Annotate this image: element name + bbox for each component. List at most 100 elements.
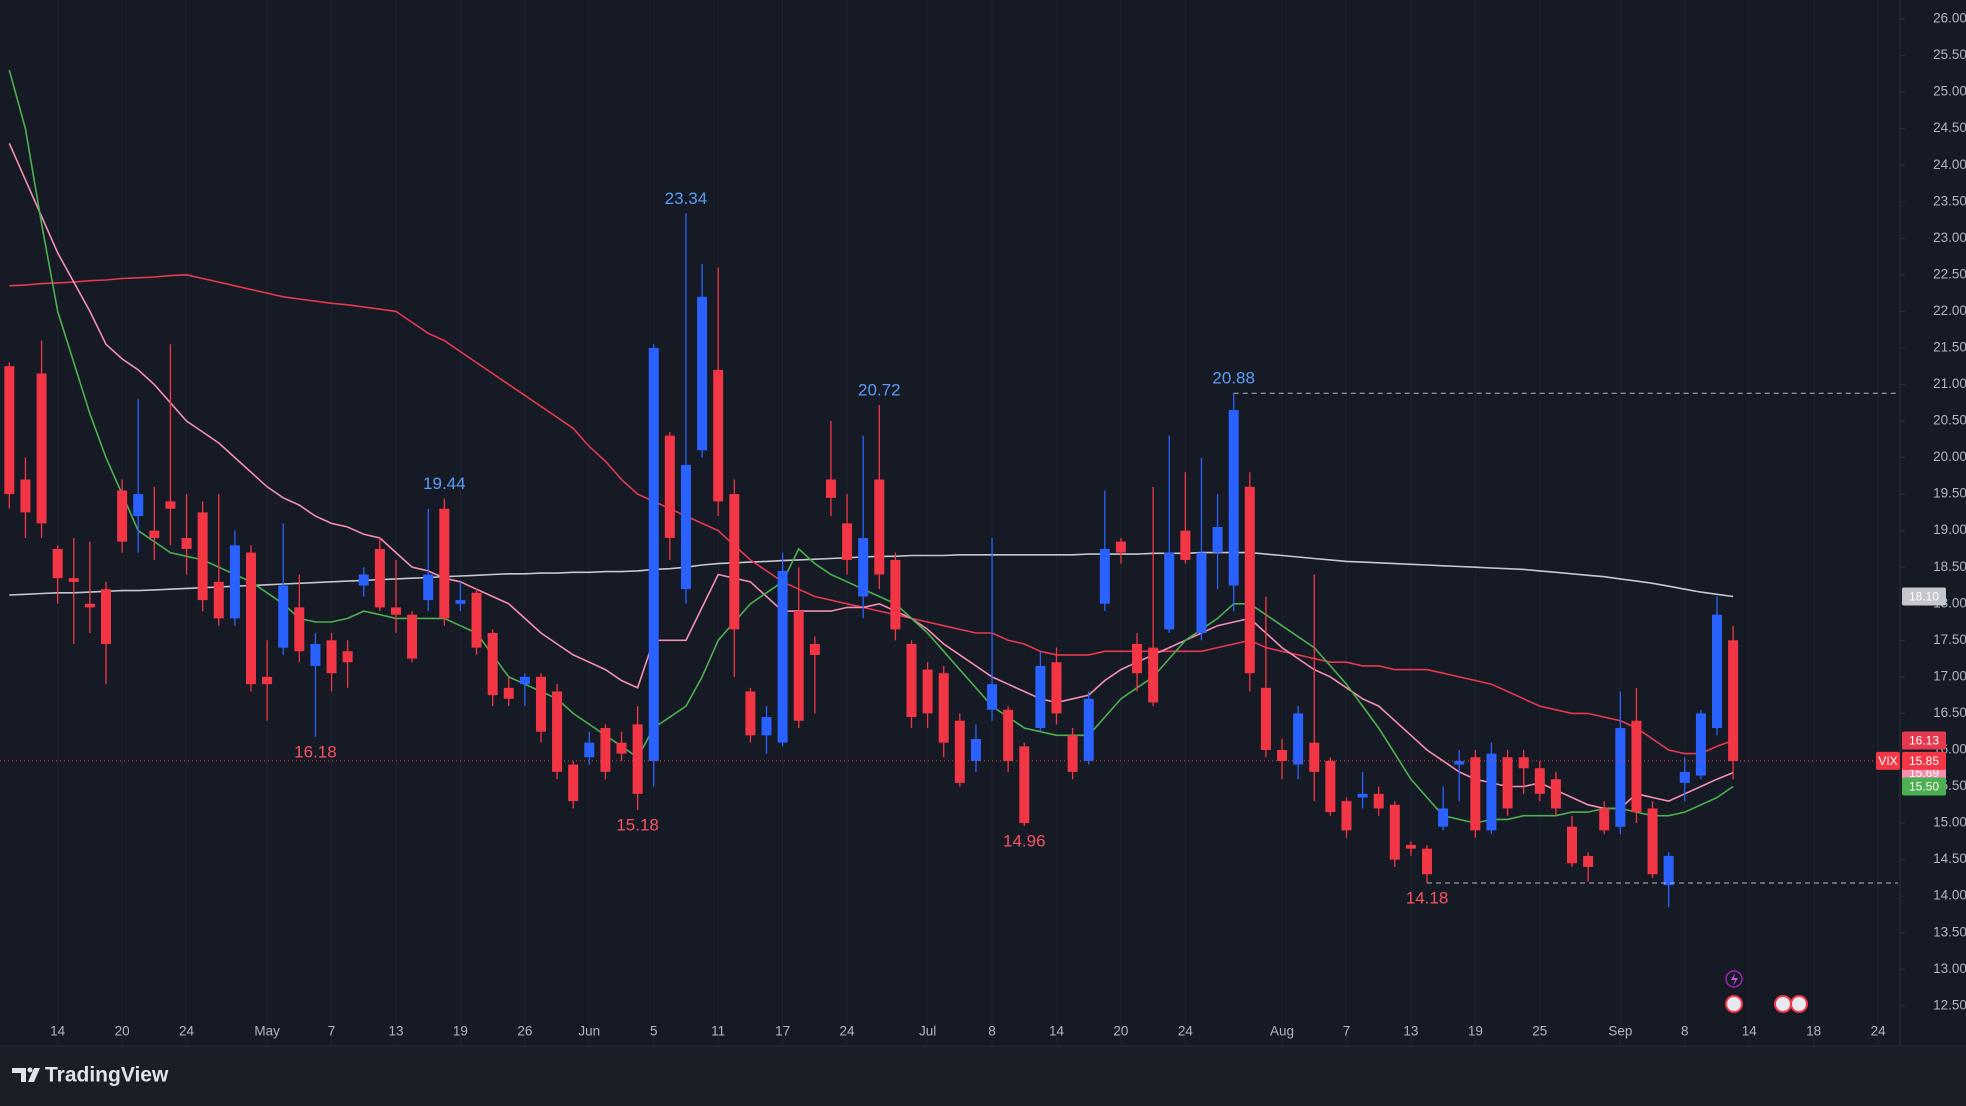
candle-body xyxy=(987,684,998,710)
ma-line xyxy=(8,142,1734,810)
event-icon[interactable] xyxy=(1774,995,1792,1013)
annotations: 23.34 20.72 20.88 19.44 16.18 15.18 14.96 14.18 xyxy=(0,189,1900,907)
candle-body xyxy=(439,508,450,619)
candle-body xyxy=(713,369,724,502)
event-icon[interactable] xyxy=(1725,995,1743,1013)
candle-body xyxy=(229,545,240,619)
y-tick-label: 20.00 xyxy=(1933,449,1966,464)
candle-body xyxy=(213,581,224,619)
extreme-label: 23.34 xyxy=(665,189,708,208)
x-tick-label: 8 xyxy=(1681,1024,1689,1039)
y-tick-label: 21.00 xyxy=(1933,376,1966,391)
candle-body xyxy=(874,479,885,575)
candle-body xyxy=(1293,713,1304,765)
candle-body xyxy=(101,589,111,644)
candle-body xyxy=(165,501,176,509)
candle-body xyxy=(648,347,659,761)
candle-body xyxy=(1357,793,1368,798)
candle-body xyxy=(1196,552,1207,634)
extreme-label: 15.18 xyxy=(616,815,659,834)
candle-body xyxy=(761,717,772,736)
candle-body xyxy=(745,691,756,736)
candle-body xyxy=(664,435,675,538)
candle-body xyxy=(1615,728,1626,827)
candle-body xyxy=(1470,757,1481,831)
candle-body xyxy=(922,669,933,714)
candle-body xyxy=(423,574,434,601)
extreme-label: 14.96 xyxy=(1003,831,1046,850)
candle-body xyxy=(471,592,482,648)
ma-line xyxy=(9,273,1734,755)
y-tick-label: 18.50 xyxy=(1933,559,1966,574)
candle-body xyxy=(632,724,643,794)
y-tick-label: 12.50 xyxy=(1933,997,1966,1012)
candle-body xyxy=(1277,749,1288,761)
candle-body xyxy=(1405,844,1416,849)
logo[interactable]: TradingView xyxy=(12,1064,169,1087)
candle-body xyxy=(20,479,31,513)
candle-body xyxy=(568,764,579,802)
candle-body xyxy=(600,728,611,772)
x-tick-label: 7 xyxy=(328,1024,336,1039)
candle-body xyxy=(133,494,144,517)
candle-body xyxy=(938,673,949,743)
candle-body xyxy=(1679,771,1690,783)
x-tick-label: 17 xyxy=(775,1024,790,1039)
y-tick-label: 23.50 xyxy=(1933,193,1966,208)
y-tick-label: 14.50 xyxy=(1933,851,1966,866)
candle-body xyxy=(1115,541,1126,553)
x-tick-label: 18 xyxy=(1806,1024,1821,1039)
candle-body xyxy=(1003,709,1014,761)
x-tick-label: 20 xyxy=(1113,1024,1128,1039)
x-tick-label: 24 xyxy=(1178,1024,1194,1039)
candle-body xyxy=(906,643,917,718)
x-tick-label: 7 xyxy=(1343,1024,1351,1039)
candle-body xyxy=(1422,848,1433,875)
y-tick-label: 25.00 xyxy=(1933,84,1966,99)
event-icon[interactable] xyxy=(1725,970,1743,988)
candle-body xyxy=(1035,665,1046,729)
candle-body xyxy=(1260,687,1271,750)
candle-body xyxy=(1083,698,1094,761)
x-tick-label: 14 xyxy=(1049,1024,1065,1039)
x-tick-label: Sep xyxy=(1608,1024,1632,1039)
candle-body xyxy=(519,676,530,685)
ma-line xyxy=(9,551,1734,598)
x-tick-label: 13 xyxy=(1403,1024,1418,1039)
x-tick-label: 5 xyxy=(650,1024,658,1039)
event-icon[interactable] xyxy=(1790,995,1808,1013)
candle-body xyxy=(680,464,691,590)
candle-body xyxy=(1567,826,1578,864)
y-tick-label: 21.50 xyxy=(1933,339,1966,354)
y-tick-label: 19.50 xyxy=(1933,486,1966,501)
candle-body xyxy=(1019,746,1030,824)
event-icon-glyph xyxy=(1731,973,1738,986)
candle-body xyxy=(1164,552,1175,630)
candle-body xyxy=(455,600,466,604)
y-tick-label: 17.00 xyxy=(1933,668,1966,683)
candle-body xyxy=(793,611,804,721)
x-tick-label: 14 xyxy=(50,1024,66,1039)
candle-body xyxy=(503,687,514,699)
y-tick-label: 16.50 xyxy=(1933,705,1966,720)
candle-body xyxy=(1067,735,1078,772)
candles xyxy=(4,213,1739,908)
candle-body xyxy=(1599,808,1610,831)
y-tick-label: 19.00 xyxy=(1933,522,1966,537)
x-tick-label: 26 xyxy=(517,1024,532,1039)
candle-body xyxy=(970,738,981,761)
y-tick-label: 20.50 xyxy=(1933,413,1966,428)
x-tick-label: 24 xyxy=(840,1024,856,1039)
candle-body xyxy=(36,373,47,524)
logo-mark xyxy=(28,1068,40,1082)
y-tick-label: 14.00 xyxy=(1933,888,1966,903)
y-tick-label: 26.00 xyxy=(1933,11,1966,26)
candle-body xyxy=(729,494,740,630)
candle-body xyxy=(181,537,192,549)
x-tick-label: 24 xyxy=(1871,1024,1887,1039)
x-tick-label: 25 xyxy=(1532,1024,1547,1039)
candle-body xyxy=(858,537,869,597)
candle-body xyxy=(358,574,369,586)
y-tick-label: 22.50 xyxy=(1933,266,1966,281)
